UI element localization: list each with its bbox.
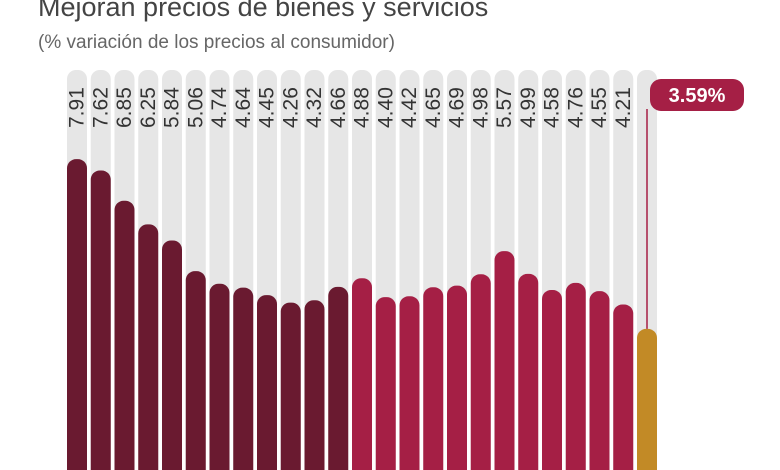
bar bbox=[304, 300, 325, 470]
data-label: 4.69 bbox=[446, 87, 469, 128]
data-label: 4.21 bbox=[612, 87, 635, 128]
bar bbox=[637, 328, 657, 470]
bar bbox=[589, 291, 610, 470]
bar bbox=[375, 297, 396, 470]
data-label: 6.25 bbox=[137, 87, 160, 128]
chart-title: Mejoran precios de bienes y servicios bbox=[38, 0, 489, 22]
bar bbox=[209, 283, 230, 470]
bar bbox=[257, 295, 277, 470]
bar bbox=[565, 282, 586, 470]
data-label: 5.06 bbox=[184, 87, 207, 128]
bar bbox=[90, 170, 111, 470]
data-label: 4.66 bbox=[327, 87, 350, 128]
bar bbox=[518, 273, 539, 470]
data-label: 7.62 bbox=[89, 87, 112, 128]
bar bbox=[328, 286, 349, 470]
data-label: 4.55 bbox=[588, 87, 611, 128]
bar bbox=[423, 287, 444, 470]
data-label: 5.84 bbox=[161, 87, 184, 128]
callout-badge bbox=[650, 79, 744, 111]
chart-subtitle: (% variación de los precios al consumido… bbox=[38, 32, 395, 53]
data-label: 4.88 bbox=[351, 87, 374, 128]
bar bbox=[67, 159, 87, 470]
data-label: 4.42 bbox=[398, 87, 421, 128]
data-label: 5.57 bbox=[493, 87, 516, 128]
bar bbox=[162, 240, 182, 470]
data-label: 6.85 bbox=[113, 87, 136, 128]
bar bbox=[185, 271, 206, 470]
bar bbox=[494, 251, 515, 470]
data-label: 4.76 bbox=[564, 87, 587, 128]
callout-label: 3.59% bbox=[669, 85, 726, 107]
data-label: 4.98 bbox=[469, 87, 492, 128]
bar bbox=[447, 285, 467, 470]
bar bbox=[114, 200, 135, 470]
data-label: 4.99 bbox=[517, 87, 540, 128]
data-label: 4.58 bbox=[541, 87, 564, 128]
data-label: 4.65 bbox=[422, 87, 445, 128]
data-label: 4.26 bbox=[279, 87, 302, 128]
bar bbox=[399, 296, 420, 470]
bar bbox=[542, 290, 562, 470]
bar bbox=[352, 278, 372, 470]
data-label: 4.45 bbox=[256, 87, 279, 128]
data-label: 7.91 bbox=[66, 87, 89, 128]
bar bbox=[613, 304, 634, 470]
bar bbox=[138, 224, 159, 470]
data-label: 4.40 bbox=[374, 87, 397, 128]
bar bbox=[280, 302, 301, 470]
data-label: 4.74 bbox=[208, 87, 231, 128]
data-label: 4.32 bbox=[303, 87, 326, 128]
data-label: 4.64 bbox=[232, 87, 255, 128]
bar bbox=[470, 274, 491, 470]
bar bbox=[233, 287, 254, 470]
